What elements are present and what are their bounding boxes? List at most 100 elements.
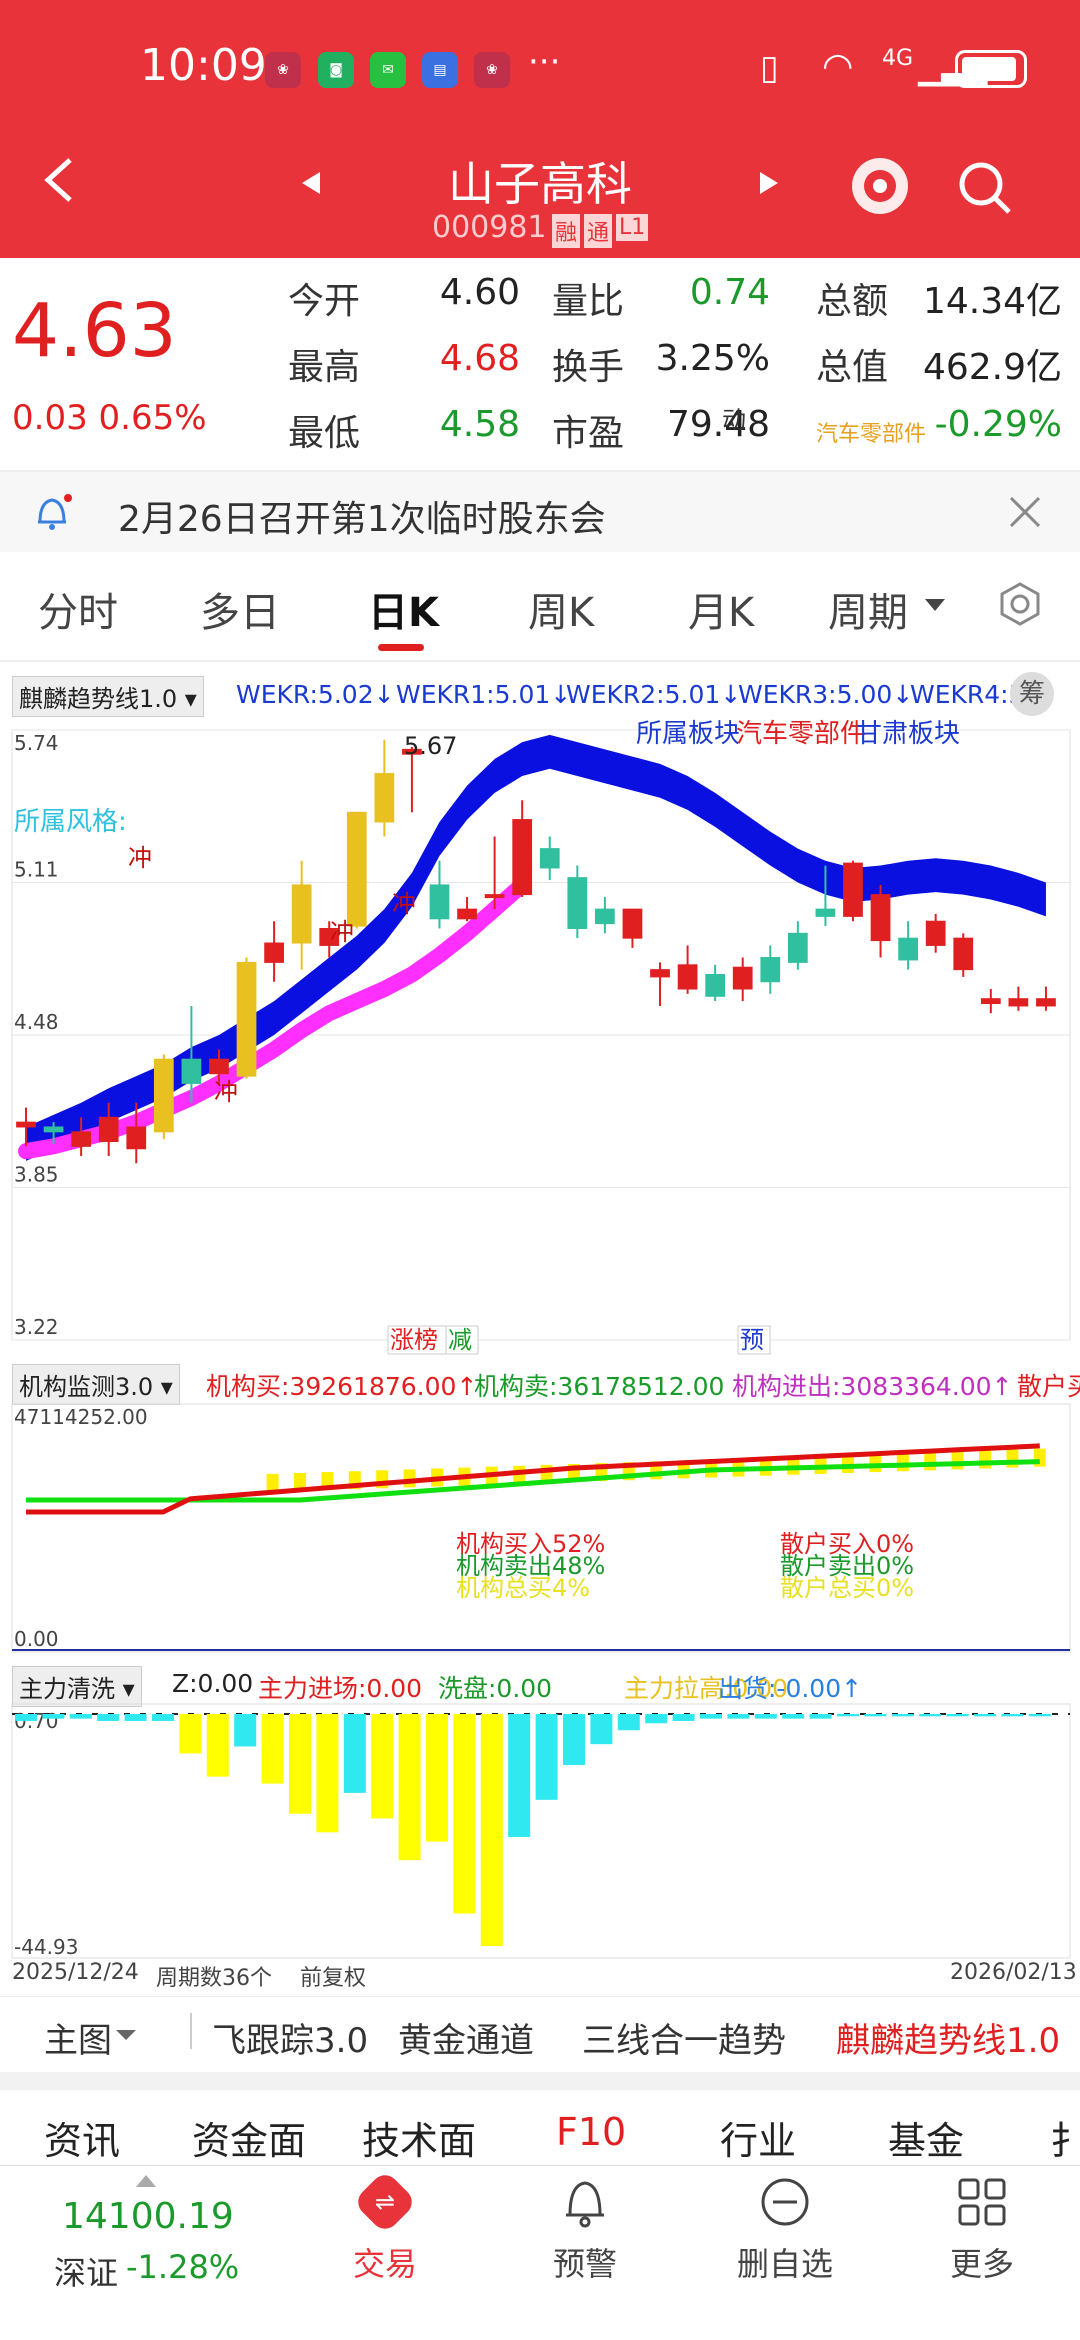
back-icon[interactable] [30, 150, 90, 210]
nav-more[interactable]: 更多 [882, 2175, 1080, 2285]
panel2-indicator-item: 机构卖:36178512.00 [474, 1372, 725, 1401]
period-dropdown-icon[interactable] [925, 598, 945, 617]
price-change: 0.03 0.65% [12, 398, 207, 438]
tab-news[interactable]: 资讯 [44, 2119, 121, 2163]
candle-body [457, 908, 477, 920]
event-mark[interactable]: 减 [448, 1326, 472, 1354]
indicator-qilin-trend[interactable]: 麒麟趋势线1.0 [836, 2021, 1061, 2061]
panel3-indicator-select[interactable]: 主力清洗 ▾ [12, 1666, 142, 1707]
kline-indicator-item: WEKR2:5.01↓ [566, 680, 742, 709]
tab-capital[interactable]: 资金面 [192, 2119, 307, 2163]
tab-weekly-k[interactable]: 周K [528, 590, 595, 636]
kline-indicator-item: WEKR3:5.00↓ [738, 680, 914, 709]
search-icon[interactable] [955, 158, 1015, 218]
tab-industry[interactable]: 行业 [720, 2119, 797, 2163]
stock-name: 山子高科 [448, 157, 632, 211]
force-bar [809, 1714, 832, 1719]
battery-icon [955, 50, 1027, 88]
y-tick-label: 3.85 [14, 1163, 59, 1187]
close-icon[interactable] [1005, 492, 1045, 532]
prev-stock-icon[interactable] [298, 168, 324, 202]
inst-stat: 机构卖出48% [456, 1552, 605, 1580]
nav-more-label: 更多 [949, 2245, 1014, 2283]
candle-body [787, 932, 808, 963]
quote-value: 14.34亿 [922, 281, 1062, 322]
app-icon-blue: ▤ [422, 52, 458, 88]
main-indicator-select[interactable]: 麒麟趋势线1.0 ▾ [12, 676, 204, 717]
status-time: 10:09 [140, 40, 267, 91]
indicator-gold-channel[interactable]: 黄金通道 [398, 2021, 534, 2061]
settings-icon[interactable] [996, 580, 1044, 628]
next-stock-icon[interactable] [756, 168, 782, 202]
candle-body [402, 748, 422, 755]
index-value[interactable]: 14100.19 [62, 2196, 234, 2237]
tab-multi-day[interactable]: 多日 [200, 590, 280, 636]
chong-marker: 冲 [330, 918, 354, 946]
force-bar [672, 1714, 695, 1721]
tab-intraday[interactable]: 分时 [38, 590, 118, 636]
notice-bar[interactable]: 2月26日召开第1次临时股东会 [0, 472, 1080, 552]
quote-label: 最高 [288, 347, 361, 388]
tab-daily-k[interactable]: 日K [368, 590, 439, 636]
force-bar [480, 1714, 503, 1946]
inst-stat: 机构买入52% [456, 1530, 605, 1558]
force-bar [124, 1714, 147, 1721]
quote-value: 462.9亿 [922, 347, 1062, 388]
bell-icon [566, 2181, 604, 2228]
candle-body [374, 773, 395, 823]
tab-f10[interactable]: F10 [556, 2110, 627, 2154]
candle-body [512, 819, 533, 896]
event-mark-box [387, 1325, 447, 1355]
panel3-y-top: 0.70 [14, 1709, 59, 1733]
sector-label: 汽车零部件 [736, 719, 866, 749]
panel3-indicator-label: 主力清洗 [19, 1675, 115, 1703]
candle-body [760, 957, 781, 983]
candle-body [567, 877, 588, 929]
chip-button[interactable]: 筹 [1010, 672, 1054, 716]
force-bar [727, 1714, 750, 1719]
force-bar [891, 1714, 914, 1717]
institution-chart[interactable]: 47114252.00 0.00 机构买入52%机构卖出48%机构总买4% 散户买入0… [0, 1400, 1080, 1660]
indicator-bar: 主图 飞跟踪3.0 黄金通道 三线合一趋势 麒麟趋势线1.0 [0, 1996, 1080, 2070]
tab-period[interactable]: 周期 [828, 590, 908, 636]
indicator-fly-track[interactable]: 飞跟踪3.0 [212, 2021, 369, 2061]
retail-bar [294, 1473, 306, 1491]
panel3-y-bottom: -44.93 [14, 1935, 78, 1959]
end-date: 2026/02/13 [950, 1960, 1077, 1985]
main-force-chart[interactable]: 0.70 -44.93 [0, 1702, 1080, 1960]
quote-label: 总值 [816, 347, 889, 388]
event-mark[interactable]: 预 [740, 1326, 764, 1354]
event-mark[interactable]: 涨榜 [390, 1326, 438, 1354]
nav-trade[interactable]: ⇌ 交易 [285, 2175, 485, 2285]
retail-stat: 散户买入0% [780, 1530, 914, 1558]
panel2-indicator-item: 机构进出:3083364.00↑ [732, 1372, 1013, 1401]
more-notifications: ··· [528, 42, 561, 82]
inst-sell-line [26, 1459, 1040, 1503]
tab-monthly-k[interactable]: 月K [688, 590, 755, 636]
nav-alert[interactable]: 预警 [485, 2175, 685, 2285]
candle-body [925, 920, 946, 946]
tab-fund[interactable]: 基金 [888, 2119, 965, 2163]
panel2-indicator-select[interactable]: 机构监测3.0 ▾ [12, 1364, 180, 1405]
candle-body [1036, 998, 1056, 1007]
candle-body [209, 1058, 229, 1075]
force-bar [535, 1714, 558, 1800]
inst-stat: 机构总买4% [456, 1574, 590, 1602]
candle-body [43, 1126, 64, 1133]
assistant-mascot-icon[interactable] [848, 150, 912, 222]
tab-more-cut[interactable]: 扌 [1050, 2119, 1080, 2163]
retail-stat: 散户总买0% [780, 1574, 914, 1602]
candle-body [843, 862, 863, 917]
main-chart-select[interactable]: 主图 [44, 2021, 112, 2061]
indicator-three-line[interactable]: 三线合一趋势 [582, 2021, 786, 2061]
candle-body [953, 937, 974, 971]
force-bar [617, 1714, 640, 1731]
force-bar [1001, 1714, 1024, 1717]
force-bar [946, 1714, 969, 1717]
main-indicator-label: 麒麟趋势线1.0 [19, 685, 178, 713]
nav-remove-watchlist[interactable]: 删自选 [685, 2175, 885, 2285]
force-bar [837, 1714, 859, 1717]
tab-technical[interactable]: 技术面 [362, 2119, 477, 2163]
huawei-app-icon: ❀ [265, 52, 301, 88]
